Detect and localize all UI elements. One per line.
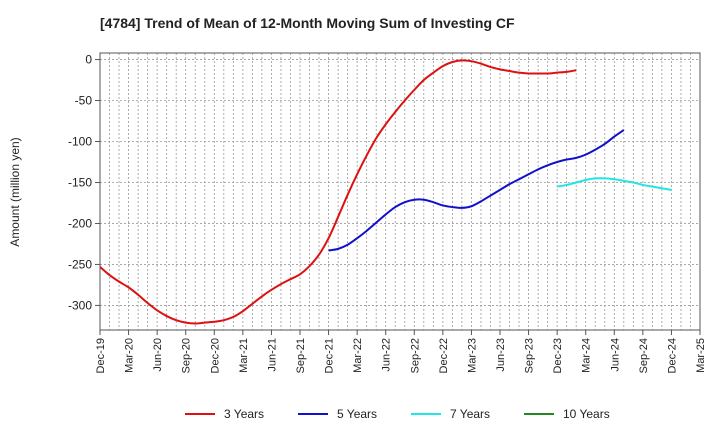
legend-label-7-years: 7 Years xyxy=(450,407,490,421)
plot-frame xyxy=(99,52,701,331)
legend-label-3-years: 3 Years xyxy=(224,407,264,421)
series-line-5-years xyxy=(328,129,625,252)
y-tick-label: 0 xyxy=(85,53,92,67)
y-tick-label: -300 xyxy=(68,298,92,312)
x-tick-label: Jun-22 xyxy=(381,338,393,372)
x-tick-label: Mar-25 xyxy=(695,338,707,373)
legend: 3 Years 5 Years 7 Years 10 Years xyxy=(185,407,610,421)
x-tick-label: Mar-24 xyxy=(581,338,593,373)
legend-label-5-years: 5 Years xyxy=(337,407,377,421)
y-tick-label: -200 xyxy=(68,216,92,230)
x-tick-label: Mar-20 xyxy=(124,338,136,373)
x-tick-label: Mar-23 xyxy=(466,338,478,373)
x-tick-label: Jun-20 xyxy=(152,338,164,372)
series-line-7-years xyxy=(556,177,672,191)
x-tick-label: Sep-23 xyxy=(524,338,536,373)
x-tick-label: Mar-21 xyxy=(238,338,250,373)
y-axis-ticks: 0 -50 -100 -150 -200 -250 -300 xyxy=(68,53,100,312)
y-tick-label: -250 xyxy=(68,257,92,271)
x-tick-label: Sep-21 xyxy=(295,338,307,373)
x-tick-label: Dec-19 xyxy=(95,338,107,373)
grid xyxy=(100,53,700,330)
legend-label-10-years: 10 Years xyxy=(563,407,610,421)
x-tick-label: Dec-22 xyxy=(438,338,450,373)
chart-title: [4784] Trend of Mean of 12-Month Moving … xyxy=(100,15,515,31)
x-tick-label: Dec-21 xyxy=(324,338,336,373)
x-tick-label: Dec-23 xyxy=(552,338,564,373)
series-lines xyxy=(99,59,672,325)
x-tick-label: Dec-24 xyxy=(666,338,678,373)
x-tick-label: Mar-22 xyxy=(352,338,364,373)
series-line-3-years xyxy=(99,59,577,325)
x-tick-label: Sep-24 xyxy=(638,338,650,373)
x-tick-label: Dec-20 xyxy=(209,338,221,373)
x-tick-label: Jun-21 xyxy=(266,338,278,372)
y-axis-label: Amount (million yen) xyxy=(8,137,22,246)
y-tick-label: -50 xyxy=(75,94,93,108)
plot-area xyxy=(100,53,700,330)
y-tick-label: -150 xyxy=(68,175,92,189)
x-axis-ticks: Dec-19 Mar-20 Jun-20 Sep-20 Dec-20 Mar-21 Jun-… xyxy=(95,330,707,373)
x-tick-label: Sep-20 xyxy=(181,338,193,373)
x-tick-label: Jun-23 xyxy=(495,338,507,372)
x-tick-label: Sep-22 xyxy=(409,338,421,373)
y-tick-label: -100 xyxy=(68,135,92,149)
x-tick-label: Jun-24 xyxy=(609,338,621,372)
